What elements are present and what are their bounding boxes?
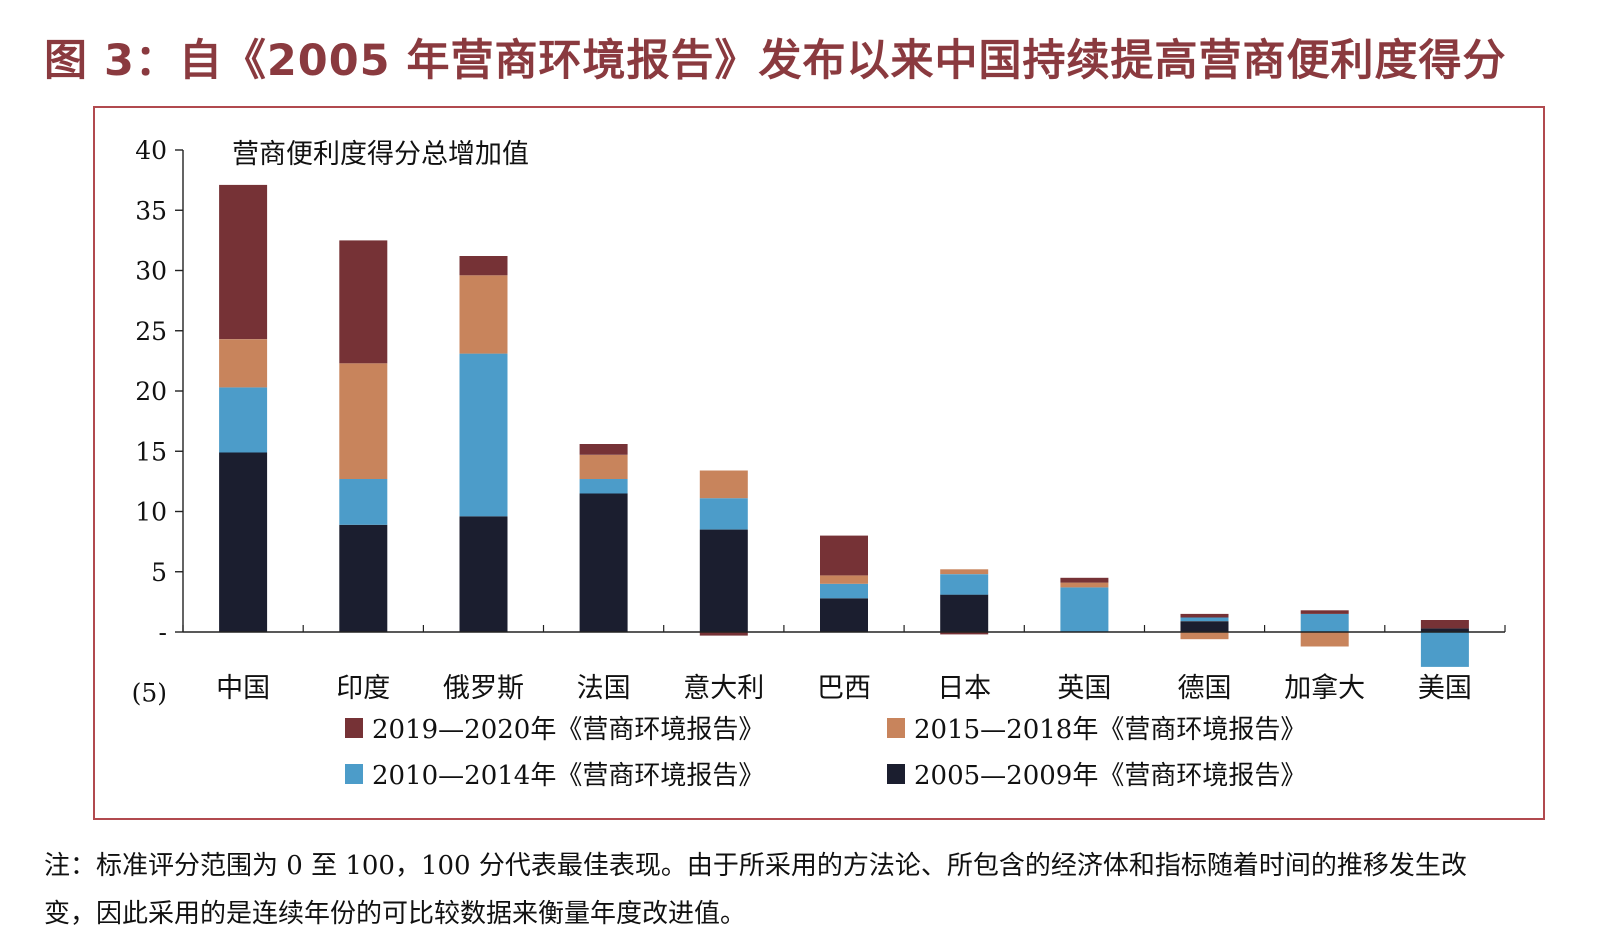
bar-中国-series-2 xyxy=(219,339,268,388)
bar-俄罗斯-series-0 xyxy=(459,516,508,632)
bar-法国-series-2 xyxy=(579,454,628,479)
bar-英国-series-2 xyxy=(1060,582,1109,588)
x-tick-label: 巴西 xyxy=(817,673,871,704)
bar-日本-series-2 xyxy=(940,569,989,575)
footnote-line-2: 变，因此采用的是连续年份的可比较数据来衡量年度改进值。 xyxy=(44,899,747,929)
x-tick-label: 俄罗斯 xyxy=(443,673,524,704)
bar-意大利-series-0 xyxy=(699,529,748,632)
bar-德国-series-1 xyxy=(1180,617,1229,622)
x-tick-label: 日本 xyxy=(937,673,991,704)
y-tick-label: 10 xyxy=(135,498,167,527)
y-tick-label: 35 xyxy=(135,196,167,225)
y-tick-label: 40 xyxy=(135,136,167,165)
bar-加拿大-series-1 xyxy=(1300,613,1349,632)
bar-英国-series-1 xyxy=(1060,587,1109,632)
bar-意大利-series-3 xyxy=(699,632,748,636)
y-tick-label: 30 xyxy=(135,257,167,286)
legend-swatch-3 xyxy=(345,718,363,738)
bar-美国-series-0 xyxy=(1420,628,1469,632)
footnote-line-1: 注：标准评分范围为 0 至 100，100 分代表最佳表现。由于所采用的方法论、… xyxy=(44,851,1467,881)
bar-德国-series-3 xyxy=(1180,613,1229,618)
bar-巴西-series-1 xyxy=(820,583,868,599)
x-tick-label: 美国 xyxy=(1418,673,1472,704)
bar-俄罗斯-series-2 xyxy=(459,275,508,354)
x-tick-label: 英国 xyxy=(1057,673,1111,704)
legend-label-3: 2019—2020年《营商环境报告》 xyxy=(372,715,764,745)
bar-美国-series-1 xyxy=(1420,632,1469,667)
legend-label-0: 2005—2009年《营商环境报告》 xyxy=(914,761,1306,791)
figure-title: 图 3：自《2005 年营商环境报告》发布以来中国持续提高营商便利度得分 xyxy=(44,36,1507,86)
bar-中国-series-0 xyxy=(219,452,268,632)
y-tick-label: - xyxy=(159,618,167,647)
bar-日本-series-1 xyxy=(940,574,989,595)
bar-加拿大-series-2 xyxy=(1300,632,1349,647)
bar-印度-series-3 xyxy=(339,240,388,364)
x-tick-label: 加拿大 xyxy=(1284,673,1365,704)
footnote: 注：标准评分范围为 0 至 100，100 分代表最佳表现。由于所采用的方法论、… xyxy=(44,842,1604,938)
chart-title: 营商便利度得分总增加值 xyxy=(232,139,529,170)
legend-swatch-2 xyxy=(887,718,905,738)
legend-swatch-1 xyxy=(345,764,363,784)
x-tick-label: 德国 xyxy=(1178,673,1232,704)
bar-日本-series-0 xyxy=(940,594,989,632)
bar-法国-series-1 xyxy=(579,479,628,494)
bar-中国-series-3 xyxy=(219,184,268,340)
legend-label-2: 2015—2018年《营商环境报告》 xyxy=(914,715,1306,745)
y-tick-label: (5) xyxy=(132,678,167,707)
bar-巴西-series-2 xyxy=(820,575,868,584)
x-tick-label: 意大利 xyxy=(683,673,764,704)
bar-日本-series-3 xyxy=(940,632,989,635)
x-tick-label: 中国 xyxy=(216,673,270,704)
y-tick-label: 15 xyxy=(135,437,167,466)
chart-frame xyxy=(93,106,1545,820)
bar-俄罗斯-series-1 xyxy=(459,353,508,517)
bar-中国-series-1 xyxy=(219,387,268,453)
bar-英国-series-3 xyxy=(1060,577,1109,583)
bar-巴西-series-0 xyxy=(820,598,868,632)
bar-加拿大-series-3 xyxy=(1300,610,1349,614)
legend-label-1: 2010—2014年《营商环境报告》 xyxy=(372,761,764,791)
x-tick-label: 印度 xyxy=(336,673,390,704)
bar-印度-series-1 xyxy=(339,479,388,525)
y-tick-label: 20 xyxy=(135,377,167,406)
bar-德国-series-0 xyxy=(1180,621,1229,632)
y-tick-label: 25 xyxy=(135,317,167,346)
bar-法国-series-3 xyxy=(579,444,628,455)
bar-意大利-series-2 xyxy=(699,470,748,499)
bar-印度-series-2 xyxy=(339,363,388,479)
bar-巴西-series-3 xyxy=(820,535,868,576)
bar-德国-series-2 xyxy=(1180,632,1229,640)
bar-印度-series-0 xyxy=(339,524,388,632)
x-tick-label: 法国 xyxy=(577,673,631,704)
legend-swatch-0 xyxy=(887,764,905,784)
bar-法国-series-0 xyxy=(579,493,628,632)
bar-意大利-series-1 xyxy=(699,498,748,530)
bar-俄罗斯-series-3 xyxy=(459,256,508,276)
y-tick-label: 5 xyxy=(151,558,167,587)
bar-美国-series-3 xyxy=(1420,620,1469,629)
